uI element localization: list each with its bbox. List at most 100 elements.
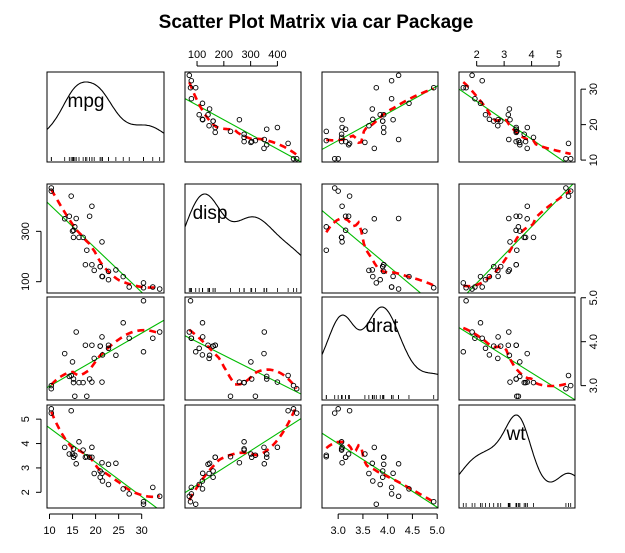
diagonal-label-disp: disp xyxy=(193,203,228,224)
data-point-wt-disp-23 xyxy=(261,444,267,451)
data-point-drat-wt-22 xyxy=(513,376,519,382)
data-point-mpg-drat-2 xyxy=(377,111,383,118)
data-point-mpg-disp-16 xyxy=(285,140,291,147)
panel-border xyxy=(46,404,165,509)
data-point-drat-mpg-31 xyxy=(99,334,105,340)
data-point-wt-drat-20 xyxy=(370,478,376,484)
data-point-drat-mpg-26 xyxy=(120,320,126,326)
data-point-mpg-drat-20 xyxy=(370,116,376,123)
panel-wt-disp xyxy=(184,404,302,509)
data-point-wt-mpg-31 xyxy=(99,470,105,477)
data-point-drat-disp-15 xyxy=(290,382,297,389)
panel-content xyxy=(185,193,301,292)
mpg-right-tick-label-0: 10 xyxy=(588,154,600,166)
data-point-disp-mpg-28 xyxy=(73,215,79,222)
fit-line-drat-disp xyxy=(185,335,301,395)
panel-content xyxy=(322,406,438,508)
data-point-drat-mpg-8 xyxy=(105,342,112,348)
chart-title: Scatter Plot Matrix via car Package xyxy=(159,12,474,33)
data-point-disp-drat-13 xyxy=(338,234,345,241)
data-point-mpg-wt-22 xyxy=(513,138,519,145)
data-point-wt-disp-5 xyxy=(227,453,234,460)
data-point-disp-drat-22 xyxy=(342,227,349,234)
data-point-mpg-drat-19 xyxy=(395,72,402,79)
data-point-disp-mpg-29 xyxy=(91,267,97,274)
data-point-drat-mpg-23 xyxy=(61,350,68,357)
data-point-drat-wt-30 xyxy=(517,359,523,365)
data-point-wt-mpg-3 xyxy=(99,459,105,466)
data-point-mpg-disp-10 xyxy=(212,129,218,136)
data-point-wt-disp-18 xyxy=(187,498,194,505)
data-point-disp-mpg-22 xyxy=(70,227,77,234)
data-point-wt-disp-16 xyxy=(285,407,291,414)
data-point-disp-drat-23 xyxy=(371,216,378,222)
density-curve-disp xyxy=(185,193,301,256)
data-point-disp-drat-4 xyxy=(342,213,349,219)
panel-border xyxy=(458,404,576,509)
panel-disp-mpg xyxy=(46,183,165,294)
data-point-wt-disp-27 xyxy=(192,501,199,507)
data-point-mpg-drat-14 xyxy=(331,155,338,162)
mpg-right-tick-label-2: 30 xyxy=(588,83,600,95)
data-point-drat-wt-14 xyxy=(563,385,569,392)
panel-content xyxy=(459,298,575,400)
data-point-mpg-disp-3 xyxy=(236,116,243,123)
data-point-disp-mpg-5 xyxy=(84,247,90,253)
data-point-disp-wt-28 xyxy=(506,215,512,222)
panel-disp-drat xyxy=(321,183,439,294)
diagonal-label-mpg: mpg xyxy=(68,91,105,112)
panel-content xyxy=(47,81,164,161)
data-point-mpg-drat-3 xyxy=(339,116,345,123)
panel-wt-wt: wt xyxy=(458,404,576,509)
data-point-mpg-drat-27 xyxy=(373,84,380,91)
panel-mpg-mpg: mpg xyxy=(46,71,165,163)
data-point-disp-wt-2 xyxy=(482,276,489,283)
data-point-wt-mpg-27 xyxy=(140,501,147,507)
data-point-drat-disp-2 xyxy=(196,345,202,352)
fit-line-drat-mpg xyxy=(47,319,164,389)
data-point-mpg-wt-8 xyxy=(505,111,512,118)
data-point-drat-wt-19 xyxy=(469,329,475,335)
data-point-drat-wt-0 xyxy=(490,343,497,349)
data-point-mpg-disp-17 xyxy=(188,77,195,84)
data-point-wt-disp-2 xyxy=(196,481,202,488)
data-point-mpg-disp-22 xyxy=(248,138,255,145)
data-point-drat-wt-23 xyxy=(524,350,530,357)
data-point-drat-disp-19 xyxy=(186,329,193,335)
data-point-drat-mpg-9 xyxy=(89,342,95,348)
data-point-wt-drat-8 xyxy=(380,461,387,468)
data-point-disp-drat-8 xyxy=(380,268,387,275)
data-point-wt-disp-20 xyxy=(199,478,206,484)
data-point-mpg-drat-8 xyxy=(380,111,387,118)
data-point-wt-mpg-13 xyxy=(70,446,77,452)
data-point-disp-wt-7 xyxy=(506,267,513,273)
data-point-wt-disp-30 xyxy=(248,451,254,457)
data-point-mpg-wt-30 xyxy=(517,139,523,146)
data-point-mpg-wt-25 xyxy=(472,95,478,102)
wt-top-tick-label-2: 4 xyxy=(529,49,535,61)
panel-border xyxy=(321,183,439,294)
data-point-mpg-drat-5 xyxy=(323,128,330,135)
data-point-mpg-wt-26 xyxy=(477,100,484,107)
data-point-mpg-disp-21 xyxy=(252,137,259,144)
data-point-drat-disp-23 xyxy=(261,350,267,357)
data-point-drat-mpg-15 xyxy=(48,382,55,389)
data-point-mpg-disp-25 xyxy=(188,95,195,102)
data-point-mpg-disp-2 xyxy=(196,111,202,118)
data-point-disp-wt-17 xyxy=(479,284,485,290)
data-point-mpg-drat-30 xyxy=(362,139,368,146)
drat-bottom-tick-label-2: 4.0 xyxy=(380,525,395,537)
data-point-drat-mpg-29 xyxy=(91,355,97,362)
data-point-wt-mpg-10 xyxy=(82,454,89,460)
smooth-line-disp-wt xyxy=(463,189,572,288)
panel-border xyxy=(321,71,439,163)
data-point-wt-mpg-16 xyxy=(68,407,74,414)
data-point-drat-mpg-20 xyxy=(99,352,106,358)
smooth-line-wt-mpg xyxy=(50,411,160,499)
data-point-mpg-drat-29 xyxy=(366,122,372,129)
panel-border xyxy=(458,183,576,294)
data-point-wt-disp-31 xyxy=(199,470,206,477)
data-point-mpg-wt-7 xyxy=(506,106,513,112)
data-point-drat-mpg-27 xyxy=(140,349,147,355)
data-point-drat-disp-16 xyxy=(285,372,291,379)
